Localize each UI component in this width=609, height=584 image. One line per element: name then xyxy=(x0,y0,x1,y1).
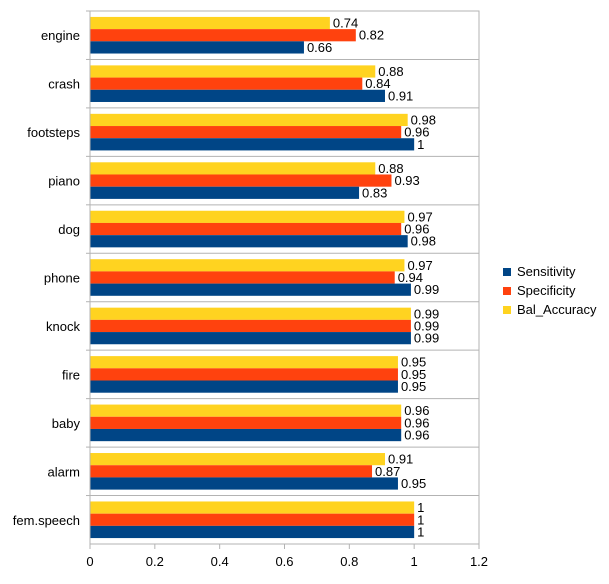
data-label-bal-accuracy-dog: 0.97 xyxy=(407,209,432,224)
data-label-sensitivity-dog: 0.98 xyxy=(411,234,436,249)
x-tick-label: 1.2 xyxy=(470,554,488,569)
legend-swatch-sensitivity xyxy=(503,267,511,276)
data-label-sensitivity-baby: 0.96 xyxy=(404,428,429,443)
data-label-bal-accuracy-fem-speech: 1 xyxy=(417,500,424,515)
data-label-bal-accuracy-footsteps: 0.98 xyxy=(411,112,436,127)
data-label-sensitivity-phone: 0.99 xyxy=(414,282,439,297)
data-label-sensitivity-piano: 0.83 xyxy=(362,185,387,200)
bar-sensitivity-knock xyxy=(90,332,411,345)
data-label-sensitivity-engine: 0.66 xyxy=(307,40,332,55)
bar-sensitivity-fire xyxy=(90,380,398,393)
data-label-sensitivity-fem-speech: 1 xyxy=(417,524,424,539)
data-label-specificity-baby: 0.96 xyxy=(404,415,429,430)
bar-specificity-fem-speech xyxy=(90,513,415,526)
data-label-specificity-crash: 0.84 xyxy=(365,76,390,91)
bar-specificity-fire xyxy=(90,368,398,381)
bar-specificity-piano xyxy=(90,174,392,187)
bar-specificity-knock xyxy=(90,319,411,333)
bar-sensitivity-footsteps xyxy=(90,138,415,151)
legend-label-bal-accuracy: Bal_Accuracy xyxy=(517,302,597,317)
bar-bal-accuracy-footsteps xyxy=(90,113,408,127)
x-tick-label: 0.4 xyxy=(211,554,229,569)
bar-sensitivity-fem-speech xyxy=(90,525,415,539)
legend: Sensitivity Specificity Bal_Accuracy xyxy=(503,262,596,319)
x-tick-label: 0 xyxy=(86,554,93,569)
bar-sensitivity-baby xyxy=(90,428,402,442)
data-label-specificity-fem-speech: 1 xyxy=(417,512,424,527)
legend-label-sensitivity: Sensitivity xyxy=(517,264,576,279)
data-label-specificity-alarm: 0.87 xyxy=(375,464,400,479)
y-tick-label-crash: crash xyxy=(48,77,80,92)
legend-item-bal-accuracy: Bal_Accuracy xyxy=(503,300,596,319)
bar-bal-accuracy-fire xyxy=(90,356,398,369)
bar-sensitivity-crash xyxy=(90,89,385,102)
data-label-sensitivity-alarm: 0.95 xyxy=(401,476,426,491)
bar-specificity-footsteps xyxy=(90,126,402,139)
data-label-specificity-footsteps: 0.96 xyxy=(404,125,429,140)
data-label-specificity-fire: 0.95 xyxy=(401,367,426,382)
y-tick-label-footsteps: footsteps xyxy=(27,125,80,140)
x-tick-label: 0.8 xyxy=(340,554,358,569)
y-tick-label-baby: baby xyxy=(52,416,81,431)
data-label-bal-accuracy-knock: 0.99 xyxy=(414,306,439,321)
legend-swatch-bal-accuracy xyxy=(503,305,511,314)
legend-label-specificity: Specificity xyxy=(517,283,576,298)
data-label-bal-accuracy-fire: 0.95 xyxy=(401,355,426,370)
bar-sensitivity-piano xyxy=(90,186,360,199)
bar-bal-accuracy-alarm xyxy=(90,453,385,466)
data-label-specificity-knock: 0.99 xyxy=(414,318,439,333)
x-tick-label: 0.6 xyxy=(275,554,293,569)
data-label-bal-accuracy-phone: 0.97 xyxy=(407,258,432,273)
bar-specificity-dog xyxy=(90,222,402,236)
bar-bal-accuracy-fem-speech xyxy=(90,501,415,514)
y-tick-label-knock: knock xyxy=(46,319,80,334)
y-tick-label-engine: engine xyxy=(41,28,80,43)
data-label-specificity-dog: 0.96 xyxy=(404,222,429,237)
bar-specificity-baby xyxy=(90,416,402,429)
y-tick-label-piano: piano xyxy=(48,174,80,189)
bar-bal-accuracy-piano xyxy=(90,162,376,175)
bar-bal-accuracy-engine xyxy=(90,16,330,30)
bar-bal-accuracy-dog xyxy=(90,210,405,223)
bar-sensitivity-dog xyxy=(90,235,408,248)
bar-bal-accuracy-crash xyxy=(90,65,376,78)
bar-bal-accuracy-knock xyxy=(90,307,411,320)
data-label-bal-accuracy-crash: 0.88 xyxy=(378,64,403,79)
data-label-bal-accuracy-alarm: 0.91 xyxy=(388,452,413,467)
bar-bal-accuracy-phone xyxy=(90,259,405,272)
legend-item-sensitivity: Sensitivity xyxy=(503,262,596,281)
data-label-bal-accuracy-piano: 0.88 xyxy=(378,161,403,176)
y-tick-label-fire: fire xyxy=(62,367,80,382)
data-label-sensitivity-crash: 0.91 xyxy=(388,88,413,103)
data-label-specificity-engine: 0.82 xyxy=(359,28,384,43)
bar-bal-accuracy-baby xyxy=(90,404,402,417)
bar-specificity-crash xyxy=(90,77,363,90)
data-label-sensitivity-footsteps: 1 xyxy=(417,137,424,152)
bar-sensitivity-alarm xyxy=(90,477,398,490)
bar-specificity-alarm xyxy=(90,465,373,478)
y-tick-label-alarm: alarm xyxy=(47,464,80,479)
bar-specificity-phone xyxy=(90,271,395,284)
data-label-sensitivity-knock: 0.99 xyxy=(414,331,439,346)
data-label-sensitivity-fire: 0.95 xyxy=(401,379,426,394)
data-label-bal-accuracy-engine: 0.74 xyxy=(333,16,358,31)
y-tick-label-dog: dog xyxy=(58,222,80,237)
legend-item-specificity: Specificity xyxy=(503,281,596,300)
y-tick-label-phone: phone xyxy=(44,271,80,286)
legend-swatch-specificity xyxy=(503,286,511,295)
data-label-bal-accuracy-baby: 0.96 xyxy=(404,403,429,418)
bar-sensitivity-engine xyxy=(90,41,304,54)
data-label-specificity-phone: 0.94 xyxy=(398,270,423,285)
x-tick-label: 1 xyxy=(411,554,418,569)
x-tick-label: 0.2 xyxy=(146,554,164,569)
data-label-specificity-piano: 0.93 xyxy=(394,173,419,188)
bar-specificity-engine xyxy=(90,29,356,42)
bar-sensitivity-phone xyxy=(90,283,411,296)
y-tick-label-fem-speech: fem.speech xyxy=(13,513,80,528)
